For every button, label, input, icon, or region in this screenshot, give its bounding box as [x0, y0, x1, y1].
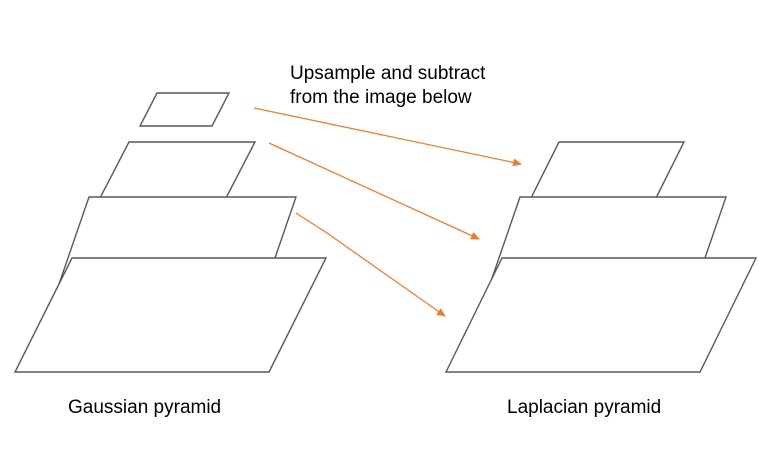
laplacian-pyramid — [444, 141, 758, 373]
gaussian-level-3 — [98, 141, 257, 199]
arrow-level-4-to-3 — [253, 107, 522, 167]
annotation-line-2: from the image below — [290, 87, 472, 108]
laplacian-level-3 — [529, 141, 686, 199]
annotation-text: Upsample and subtract from the image bel… — [290, 62, 485, 110]
gaussian-pyramid-label: Gaussian pyramid — [68, 397, 222, 418]
annotation-line-1: Upsample and subtract — [290, 63, 486, 84]
arrow-level-3-to-2 — [268, 142, 480, 240]
arrows — [253, 107, 522, 317]
laplacian-pyramid-label: Laplacian pyramid — [507, 397, 662, 418]
laplacian-level-1 — [444, 257, 758, 373]
gaussian-level-1 — [13, 257, 328, 373]
gaussian-level-4 — [138, 92, 231, 127]
gaussian-pyramid — [13, 92, 328, 373]
arrow-level-2-to-1 — [295, 212, 446, 317]
